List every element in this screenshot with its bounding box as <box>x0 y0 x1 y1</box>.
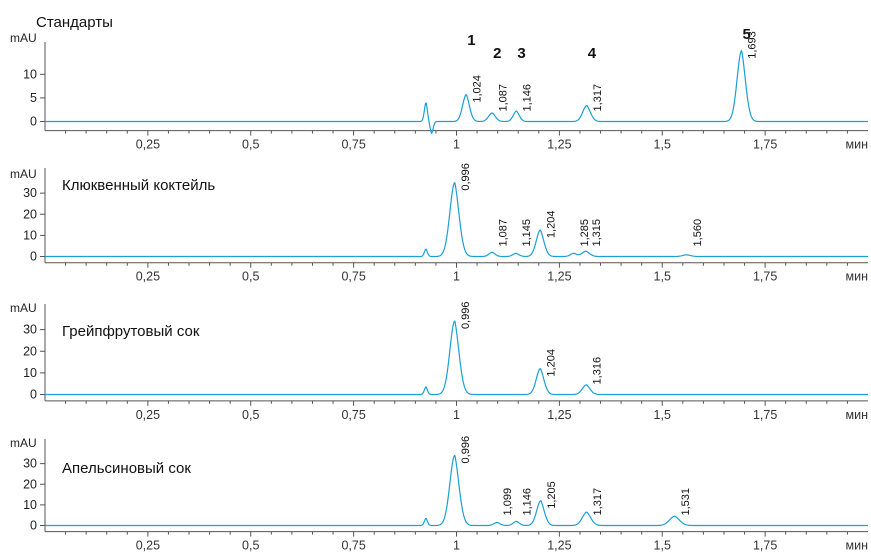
panel-1-peak-label-2: 1,146 <box>522 84 534 112</box>
panel-3-y-unit: mAU <box>10 301 37 315</box>
panel-2-peak-label-5: 1,315 <box>591 219 603 247</box>
panel-1-peak-number-5: 5 <box>742 26 750 43</box>
panel-1-y-tick-label-2: 10 <box>23 67 37 81</box>
panel-3-peak-label-2: 1,316 <box>592 357 604 385</box>
panel-2-y-tick-label-1: 10 <box>23 228 37 242</box>
panel-1-trace <box>45 49 868 135</box>
panel-3-y-tick-label-3: 30 <box>23 323 37 337</box>
panel-3-x-tick-label-3: 1 <box>453 408 460 422</box>
panel-4-peak-label-4: 1,317 <box>592 488 604 516</box>
panel-3-x-unit: мин <box>846 408 869 422</box>
panel-2-y-unit: mAU <box>10 167 37 181</box>
panel-3-title: Грейпфрутовый сок <box>62 323 200 340</box>
panel-3-y-tick-label-2: 20 <box>23 344 37 358</box>
panel-2-peak-label-4: 1,285 <box>579 219 591 247</box>
panel-2-trace <box>45 182 868 258</box>
panel-3-x-tick-label-6: 1,75 <box>753 408 777 422</box>
panel-2-x-unit: мин <box>846 270 869 284</box>
panel-4-x-tick-label-3: 1 <box>453 539 460 553</box>
panel-1-x-tick-label-3: 1 <box>453 138 460 152</box>
panel-3-trace <box>45 320 868 396</box>
panel-1-peak-number-1: 1 <box>467 32 475 49</box>
panel-1-peak-number-2: 2 <box>493 45 501 62</box>
panel-2-x-tick-label-5: 1,5 <box>654 270 671 284</box>
panel-2-x-tick-label-6: 1,75 <box>753 270 777 284</box>
panel-3-y-tick-label-1: 10 <box>23 366 37 380</box>
panel-3-x-tick-label-2: 0,75 <box>341 408 365 422</box>
panel-2-x-tick-label-2: 0,75 <box>341 270 365 284</box>
panel-1-peak-label-0: 1,024 <box>471 75 483 103</box>
panel-1-x-tick-label-5: 1,5 <box>654 138 671 152</box>
panel-4-trace <box>45 454 868 527</box>
panel-4-y-tick-label-1: 10 <box>23 498 37 512</box>
panel-3-y-tick-label-0: 0 <box>30 388 37 402</box>
panel-4-peak-label-0: 0,996 <box>460 436 472 464</box>
panel-3-x-tick-label-1: 0,5 <box>242 408 259 422</box>
panel-1-x-tick-label-4: 1,25 <box>547 138 571 152</box>
panel-2-peak-label-6: 1,560 <box>692 219 704 247</box>
panel-2-x-tick-label-0: 0,25 <box>136 270 160 284</box>
panel-1-y-tick-label-0: 0 <box>30 115 37 129</box>
panel-4-title: Апельсиновый сок <box>62 460 191 477</box>
panel-4-x-tick-label-4: 1,25 <box>547 539 571 553</box>
panel-4-peak-label-1: 1,099 <box>502 488 514 516</box>
panel-4-x-tick-label-6: 1,75 <box>753 539 777 553</box>
panel-4-x-tick-label-5: 1,5 <box>654 539 671 553</box>
panel-4-x-unit: мин <box>846 539 869 553</box>
panel-1-y-unit: mAU <box>10 31 37 45</box>
panel-1-x-tick-label-1: 0,5 <box>242 138 259 152</box>
panel-2-peak-label-3: 1,204 <box>545 211 557 239</box>
panel-1-x-tick-label-0: 0,25 <box>136 138 160 152</box>
panel-2-y-tick-label-0: 0 <box>30 250 37 264</box>
panel-2-peak-label-1: 1,087 <box>497 219 509 247</box>
panel-3-peak-label-1: 1,204 <box>545 349 557 377</box>
panel-1-peak-label-4: 1,693 <box>747 31 759 59</box>
panel-1-x-tick-label-2: 0,75 <box>341 138 365 152</box>
panel-4-peak-label-5: 1,531 <box>680 488 692 516</box>
panel-2-x-tick-label-4: 1,25 <box>547 270 571 284</box>
panel-1-x-unit: мин <box>846 138 869 152</box>
panel-3-x-tick-label-4: 1,25 <box>547 408 571 422</box>
panel-1-peak-number-3: 3 <box>517 45 525 62</box>
panel-1-x-tick-label-6: 1,75 <box>753 138 777 152</box>
panel-4-x-tick-label-2: 0,75 <box>341 539 365 553</box>
panel-4-x-tick-label-1: 0,5 <box>242 539 259 553</box>
panel-4-x-tick-label-0: 0,25 <box>136 539 160 553</box>
panel-2-x-tick-label-3: 1 <box>453 270 460 284</box>
panel-4-peak-label-3: 1,205 <box>546 481 558 509</box>
panel-3-peak-label-0: 0,996 <box>460 302 472 330</box>
panel-1-peak-label-1: 1,087 <box>497 84 509 112</box>
panel-1-title: Стандарты <box>36 14 113 31</box>
panel-4-y-tick-label-0: 0 <box>30 519 37 533</box>
panel-1-peak-label-3: 1,317 <box>592 84 604 112</box>
panel-4-y-tick-label-3: 30 <box>23 457 37 471</box>
panel-2-y-tick-label-2: 20 <box>23 207 37 221</box>
panel-1-y-tick-label-1: 5 <box>30 91 37 105</box>
panel-4-y-tick-label-2: 20 <box>23 477 37 491</box>
panel-4-peak-label-2: 1,146 <box>522 488 534 516</box>
panel-3-x-tick-label-5: 1,5 <box>654 408 671 422</box>
panel-3-x-tick-label-0: 0,25 <box>136 408 160 422</box>
panel-2-peak-label-0: 0,996 <box>460 163 472 191</box>
panel-2-title: Клюквенный коктейль <box>62 177 215 194</box>
panel-2-y-tick-label-3: 30 <box>23 186 37 200</box>
panel-1-peak-number-4: 4 <box>588 45 597 62</box>
panel-4-y-unit: mAU <box>10 436 37 450</box>
panel-2-peak-label-2: 1,145 <box>521 219 533 247</box>
panel-2-x-tick-label-1: 0,5 <box>242 270 259 284</box>
